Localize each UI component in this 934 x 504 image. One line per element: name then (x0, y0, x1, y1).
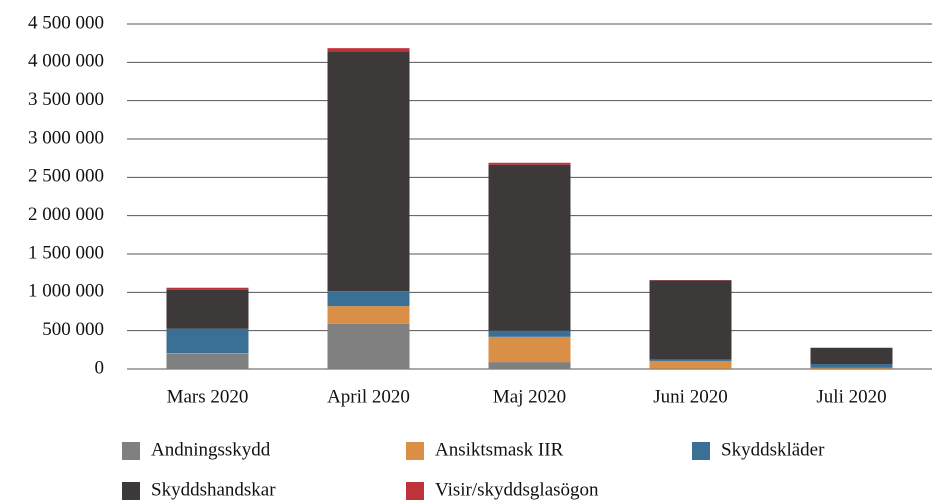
bar-segment (327, 48, 410, 52)
bar-segment (488, 336, 571, 363)
legend-swatch (406, 442, 424, 460)
legend-swatch (122, 482, 140, 500)
bar-segment (327, 51, 410, 292)
bar-segment (327, 323, 410, 369)
x-tick-label: Juli 2020 (816, 386, 886, 407)
y-tick-label: 4 500 000 (28, 12, 104, 33)
y-tick-label: 500 000 (42, 319, 104, 340)
bar-segment (166, 289, 249, 329)
x-tick-label: April 2020 (327, 386, 410, 407)
bar-segment (488, 362, 571, 369)
x-tick-label: Mars 2020 (167, 386, 249, 407)
legend-swatch (122, 442, 140, 460)
legend-swatch (692, 442, 710, 460)
bar-segment (166, 328, 249, 354)
bar-segment (810, 367, 893, 369)
legend-swatch (406, 482, 424, 500)
x-tick-label: Juni 2020 (653, 386, 727, 407)
y-tick-label: 3 500 000 (28, 89, 104, 110)
bar-segment (810, 347, 893, 365)
bar-segment (166, 287, 249, 290)
y-tick-label: 2 500 000 (28, 166, 104, 187)
y-tick-label: 2 000 000 (28, 204, 104, 225)
legend-label: Ansiktsmask IIR (435, 439, 564, 460)
y-tick-label: 1 000 000 (28, 281, 104, 302)
y-tick-label: 1 500 000 (28, 242, 104, 263)
legend-label: Skyddshandskar (151, 479, 276, 500)
legend-label: Andningsskydd (151, 439, 271, 460)
bar-segment (488, 162, 571, 165)
bar-segment (166, 353, 249, 369)
y-tick-label: 4 000 000 (28, 51, 104, 72)
x-tick-label: Maj 2020 (493, 386, 566, 407)
bar-segment (810, 364, 893, 368)
bar-segment (327, 291, 410, 307)
bar-segment (649, 359, 732, 361)
legend-label: Skyddskläder (721, 439, 825, 460)
bar-segment (649, 280, 732, 360)
bar-segment (649, 360, 732, 369)
bar-segment (327, 306, 410, 324)
y-tick-label: 3 000 000 (28, 127, 104, 148)
bar-segment (488, 330, 571, 337)
legend-label: Visir/skyddsglasögon (435, 479, 599, 500)
y-tick-label: 0 (95, 357, 105, 378)
bar-segment (488, 164, 571, 331)
